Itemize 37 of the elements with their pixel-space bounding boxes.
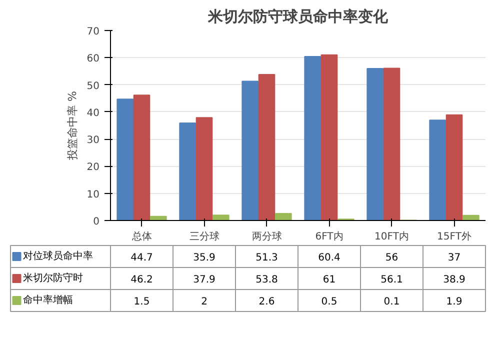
x-tick-label: 三分球 (189, 230, 220, 242)
y-tick-label: 40 (86, 108, 100, 119)
data-label: 0.1 (384, 296, 400, 308)
y-tick-label: 10 (86, 189, 100, 200)
data-label: 46.2 (130, 274, 153, 286)
x-tick-label: 两分球 (252, 230, 282, 242)
data-label: 61 (322, 274, 336, 286)
y-tick-label: 30 (86, 135, 100, 146)
data-label: 44.7 (130, 252, 153, 264)
x-tick-label: 15FT外 (437, 232, 472, 242)
data-label: 56.1 (380, 274, 403, 286)
data-label: 2.6 (258, 296, 275, 308)
y-tick-label: 50 (86, 80, 100, 92)
legend-label: 米切尔防守时 (23, 272, 83, 284)
y-axis-title: 投篮命中率 % (66, 91, 79, 161)
data-label: 51.3 (256, 252, 278, 264)
y-tick-label: 0 (93, 216, 100, 228)
legend-label: 命中率增幅 (23, 294, 73, 306)
data-label: 1.9 (446, 296, 462, 308)
data-label: 2 (201, 296, 208, 308)
data-label: 37.9 (193, 274, 216, 286)
data-label: 35.9 (193, 252, 216, 264)
data-label: 37 (448, 252, 461, 264)
y-tick-label: 60 (86, 54, 100, 65)
legend-label: 对位球员命中率 (23, 250, 93, 262)
chart-title: 米切尔防守球员命中率变化 (207, 8, 389, 26)
data-label: 0.5 (321, 296, 338, 308)
data-label: 56 (385, 252, 398, 264)
data-label: 38.9 (443, 274, 466, 286)
y-tick-label: 20 (86, 162, 100, 174)
data-label: 1.5 (134, 296, 150, 308)
x-tick-label: 总体 (130, 230, 152, 242)
y-tick-label: 70 (86, 26, 100, 38)
x-tick-label: 10FT内 (374, 230, 409, 242)
data-label: 53.8 (256, 274, 278, 286)
x-tick-label: 6FT内 (315, 230, 344, 242)
data-label: 60.4 (318, 252, 340, 264)
